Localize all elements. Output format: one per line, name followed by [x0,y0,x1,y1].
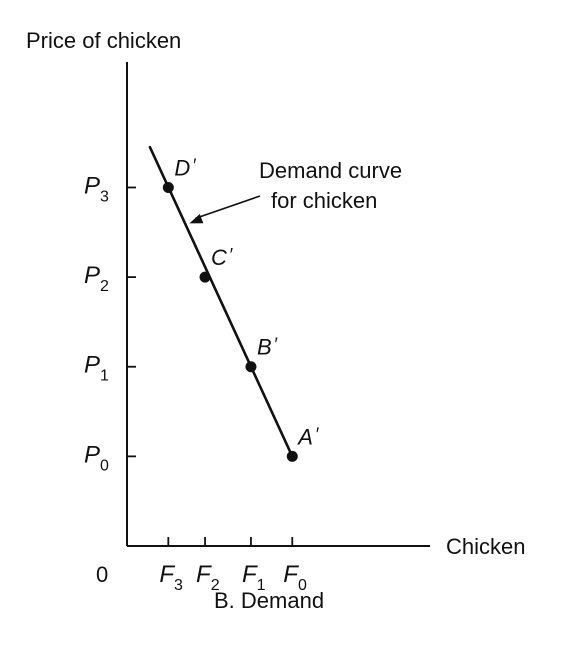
x-tick-label-0: F3 [159,561,183,594]
curve-annotation: Demand curve for chicken [189,158,402,224]
point-D [162,181,174,193]
point-label-C: C ′ [211,245,233,270]
y-tick-label-0: P0 [84,441,109,474]
y-tick-label-2: P2 [84,262,109,295]
y-ticks: P0 P1 P2 P3 [84,172,136,474]
point-A [286,450,298,462]
annotation-line-2: for chicken [271,188,377,213]
annotation-arrowhead [189,213,204,224]
y-tick-label-1: P1 [84,352,109,385]
x-tick-label-2: F1 [242,561,266,594]
point-C [199,271,211,283]
annotation-line-1: Demand curve [259,158,402,183]
origin-label: 0 [96,562,108,587]
annotation-arrow-line [195,195,261,220]
y-tick-label-3: P3 [84,172,109,205]
point-label-A: A ′ [296,424,319,449]
point-label-B: B ′ [257,335,278,360]
point-B [245,361,257,373]
x-tick-label-3: F0 [283,561,307,594]
demand-curve-line [148,145,294,458]
chart-caption: B. Demand [214,588,324,613]
x-axis-label: Chicken [446,534,525,559]
demand-points: D ′ C ′ B ′ A ′ [162,155,319,462]
x-tick-label-1: F2 [196,561,220,594]
point-label-D: D ′ [174,155,196,180]
x-ticks: F3 F2 F1 F0 [159,537,307,594]
y-axis-label: Price of chicken [26,28,181,53]
